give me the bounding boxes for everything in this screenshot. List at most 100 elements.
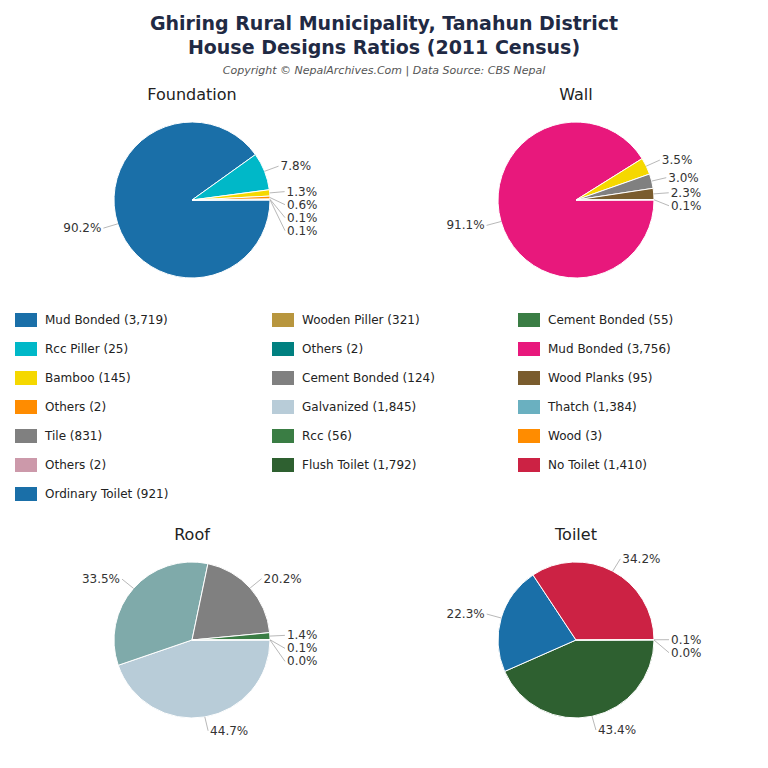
leader-line [613,559,621,571]
leader-line [654,200,669,206]
legend-entry: Mud Bonded (3,719) [45,313,168,327]
chart: Ghiring Rural Municipality, Tanahun Dist… [0,0,768,768]
legend-entry: Flush Toilet (1,792) [302,458,416,472]
legend-entry: Others (2) [45,400,106,414]
data-label: 34.2% [622,552,660,566]
legend-swatch [518,313,540,327]
leader-line [270,200,285,231]
legend-entry: Mud Bonded (3,756) [548,342,671,356]
data-label: 90.2% [63,221,101,235]
data-label: 0.1% [287,224,318,238]
annotation: Copyright © NepalArchives.Com | Data Sou… [223,64,545,77]
legend-entry: Wooden Piller (321) [302,313,420,327]
legend: Mud Bonded (3,719) Rcc Piller (25) Bamboo … [15,313,673,501]
pie-slice [192,190,270,200]
pie-title: Wall [559,85,593,104]
leader-line [646,160,660,166]
legend-swatch [272,400,294,414]
legend-swatch [15,487,37,501]
data-label: 7.8% [281,159,312,173]
data-label: 3.0% [668,171,699,185]
pie-title: Foundation [147,85,236,104]
leader-line [250,579,261,588]
data-label: 0.0% [287,654,318,668]
leader-line [103,224,117,228]
legend-swatch [15,342,37,356]
leader-line [270,640,285,649]
legend-entry: Galvanized (1,845) [302,400,416,414]
pie-slice [576,174,653,200]
pie-slice [576,639,654,640]
leader-line [654,639,669,640]
pie-slice [192,155,269,200]
leader-line [265,166,279,171]
data-label: 91.1% [446,218,484,232]
legend-swatch [518,371,540,385]
data-label: 0.6% [287,198,318,212]
data-label: 22.3% [447,607,485,621]
legend-swatch [272,458,294,472]
leader-line [122,579,134,588]
subtitle: House Designs Ratios (2011 Census) [188,36,580,58]
legend-entry: Others (2) [302,342,363,356]
leader-line [205,717,208,731]
legend-swatch [272,371,294,385]
pie-slice [192,639,270,640]
data-label: 0.1% [671,199,702,213]
leader-line [654,640,669,653]
legend-swatch [272,429,294,443]
legend-swatch [15,400,37,414]
pie-slice [114,122,270,278]
legend-entry: Bamboo (145) [45,371,131,385]
legend-swatch [518,400,540,414]
pie: Wall3.5%3.0%2.3%0.1%91.1% [446,85,701,278]
legend-swatch [15,371,37,385]
pie: Foundation7.8%1.3%0.6%0.1%0.1%90.2% [63,85,317,278]
leader-line [270,192,285,193]
pie-slice [192,199,270,200]
pie: Roof20.2%1.4%0.1%0.0%44.7%33.5% [82,525,318,738]
leader-line [270,640,285,661]
data-label: 20.2% [264,572,302,586]
legend-entry: Thatch (1,384) [547,400,637,414]
leader-line [652,178,667,181]
leader-line [487,614,501,618]
data-label: 43.4% [598,723,636,737]
data-label: 44.7% [210,724,248,738]
legend-entry: Wood (3) [548,429,602,443]
legend-swatch [518,342,540,356]
data-label: 3.5% [662,153,693,167]
data-label: 0.0% [671,646,702,660]
pie-title: Toilet [554,525,597,544]
legend-entry: Ordinary Toilet (921) [45,487,168,501]
leader-line [270,635,285,637]
legend-entry: Rcc (56) [302,429,352,443]
leader-line [487,222,501,226]
legend-entry: Wood Planks (95) [548,371,652,385]
data-label: 0.1% [287,211,318,225]
legend-entry: Tile (831) [44,429,102,443]
legend-swatch [518,429,540,443]
legend-entry: No Toilet (1,410) [548,458,647,472]
pie-slice [576,199,654,200]
pie-slice [192,199,270,201]
data-label: 0.1% [671,633,702,647]
data-label: 0.1% [287,641,318,655]
legend-swatch [15,313,37,327]
pie-slice [192,633,270,640]
data-label: 1.3% [287,185,318,199]
pie-slice [498,122,654,278]
pie: Toilet 34.2% 0.1%0.0% 43.4% 22.3% [447,525,702,737]
pie-slice [576,188,654,200]
leader-line [654,193,669,194]
legend-entry: Rcc Piller (25) [45,342,128,356]
background [0,0,768,768]
data-label: 33.5% [82,572,120,586]
legend-entry: Cement Bonded (124) [302,371,435,385]
pie-title: Roof [174,525,210,544]
pie-slice [192,196,270,200]
legend-swatch [272,342,294,356]
legend-entry: Cement Bonded (55) [548,313,673,327]
legend-entry: Others (2) [45,458,106,472]
legend-swatch [518,458,540,472]
